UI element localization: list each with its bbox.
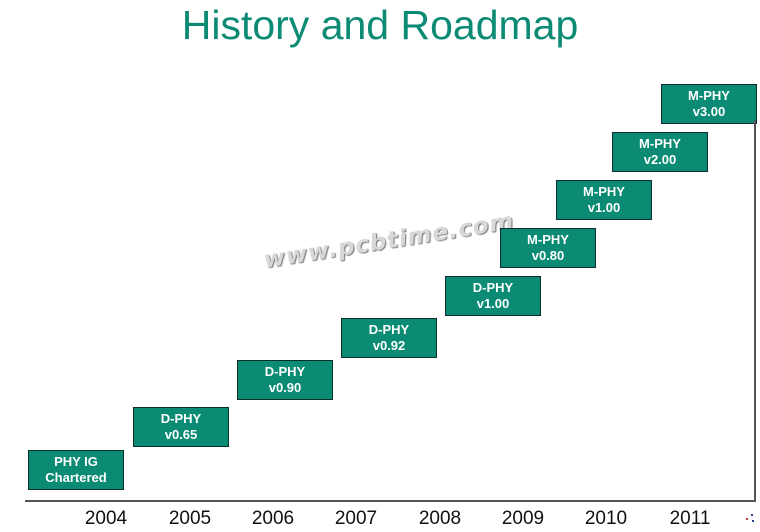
milestone-box: D-PHY v0.90 [237, 360, 333, 400]
milestone-line2: v2.00 [643, 152, 677, 167]
year-label: 2006 [251, 508, 295, 529]
year-label: 2004 [84, 508, 128, 529]
year-label: 2007 [334, 508, 378, 529]
milestone-box: M-PHY v1.00 [556, 180, 652, 220]
milestone-line1: M-PHY [688, 88, 730, 103]
milestone-line2: v1.00 [476, 296, 510, 311]
milestone-line2: v0.92 [372, 338, 406, 353]
milestone-line1: M-PHY [639, 136, 681, 151]
milestone-line1: PHY IG [54, 454, 98, 469]
milestone-box: D-PHY v0.65 [133, 407, 229, 447]
timeline-end-line [754, 120, 756, 502]
milestone-box: M-PHY v0.80 [500, 228, 596, 268]
milestone-box: PHY IG Chartered [28, 450, 124, 490]
milestone-line2: Chartered [45, 470, 107, 485]
milestone-line2: v1.00 [587, 200, 621, 215]
year-label: 2005 [168, 508, 212, 529]
milestone-line1: D-PHY [472, 280, 514, 295]
milestone-line1: D-PHY [264, 364, 306, 379]
year-label: 2009 [501, 508, 545, 529]
milestone-line2: v0.80 [531, 248, 565, 263]
milestone-line1: M-PHY [583, 184, 625, 199]
milestone-box: D-PHY v1.00 [445, 276, 541, 316]
year-label: 2011 [669, 508, 711, 529]
milestone-line1: D-PHY [160, 411, 202, 426]
milestone-line1: D-PHY [368, 322, 410, 337]
milestone-box: M-PHY v2.00 [612, 132, 708, 172]
year-label: 2008 [418, 508, 462, 529]
watermark: www.pcbtime.com [262, 208, 517, 274]
milestone-line2: v0.90 [268, 380, 302, 395]
milestone-box: D-PHY v0.92 [341, 318, 437, 358]
milestone-line2: v3.00 [692, 104, 726, 119]
slide-title: History and Roadmap [181, 2, 579, 48]
milestone-line1: M-PHY [527, 232, 569, 247]
timeline-axis [25, 500, 756, 502]
milestone-box: M-PHY v3.00 [661, 84, 757, 124]
milestone-line2: v0.65 [164, 427, 198, 442]
year-label: 2010 [584, 508, 628, 529]
